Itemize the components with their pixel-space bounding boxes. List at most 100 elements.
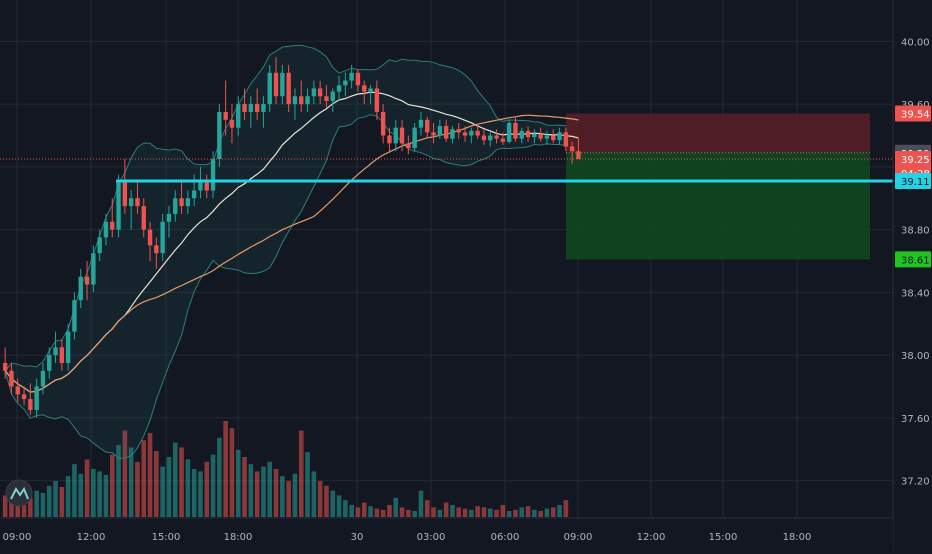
candle-body bbox=[431, 132, 436, 136]
candle-body bbox=[185, 198, 191, 207]
volume-bar bbox=[311, 471, 317, 517]
bollinger-band-fill bbox=[5, 45, 579, 459]
candle-body bbox=[538, 133, 543, 139]
volume-bar bbox=[519, 507, 525, 517]
time-axis-background bbox=[0, 518, 893, 550]
tradingview-logo[interactable] bbox=[5, 479, 33, 507]
volume-bar bbox=[424, 500, 430, 517]
price-tag-target[interactable] bbox=[895, 251, 931, 268]
volume-bar bbox=[324, 485, 329, 517]
volume-bar bbox=[53, 481, 58, 517]
candle-body bbox=[122, 182, 128, 207]
volume-bar bbox=[399, 507, 405, 517]
volume-bar bbox=[103, 475, 109, 517]
volume-bar bbox=[229, 428, 235, 517]
volume-bar bbox=[185, 459, 191, 517]
price-tag-stop[interactable] bbox=[895, 105, 931, 122]
volume-bar bbox=[191, 469, 197, 517]
volume-bar bbox=[494, 509, 499, 517]
time-axis[interactable]: 09:00 12:00 15:00 18:00 30 03:00 06:00 09:00 12:… bbox=[0, 517, 893, 550]
candle-body bbox=[569, 146, 575, 152]
volume-bar bbox=[15, 502, 21, 517]
price-tag-last[interactable] bbox=[895, 151, 931, 168]
candle-body bbox=[532, 133, 537, 138]
volume-bar bbox=[469, 509, 474, 517]
volume-bar bbox=[235, 449, 241, 517]
candle-body bbox=[551, 135, 556, 141]
candle-body bbox=[84, 276, 90, 285]
volume-bar bbox=[280, 476, 285, 517]
volume-bar bbox=[355, 507, 361, 517]
candle-body bbox=[116, 182, 121, 230]
price-tag-stop-label: 39.54 bbox=[901, 110, 930, 121]
price-tag-target-label: 38.61 bbox=[901, 255, 930, 266]
volume-bar bbox=[109, 454, 115, 517]
price-axis-tick-label: 37.20 bbox=[901, 477, 930, 488]
volume-bar bbox=[116, 445, 121, 517]
price-axis-tick-label: 37.60 bbox=[901, 414, 930, 425]
volume-bar bbox=[242, 457, 247, 517]
candle-body bbox=[506, 122, 512, 142]
candle-body bbox=[28, 399, 33, 411]
volume-bar bbox=[437, 509, 443, 517]
price-axis-tick-label: 38.00 bbox=[901, 351, 930, 362]
candle-body bbox=[469, 130, 474, 136]
volume-bar bbox=[431, 507, 436, 517]
volume-bar bbox=[40, 493, 46, 517]
volume-bar bbox=[179, 447, 184, 517]
candle-body bbox=[343, 80, 348, 86]
volume-bar bbox=[380, 509, 386, 517]
volume-bar bbox=[387, 505, 392, 517]
volume-bar bbox=[72, 464, 77, 517]
moving-averages bbox=[4, 91, 579, 393]
candle-body bbox=[103, 221, 109, 238]
candle-body bbox=[418, 119, 424, 128]
candle-body bbox=[147, 229, 153, 246]
position-zones[interactable] bbox=[566, 113, 870, 260]
volume-bar bbox=[248, 464, 254, 517]
candle-body bbox=[380, 111, 386, 136]
candle-body bbox=[78, 276, 83, 301]
price-tag-line-label: 39.11 bbox=[901, 177, 930, 188]
volume-bar bbox=[393, 497, 399, 517]
candle-body bbox=[399, 127, 405, 144]
volume-bar bbox=[500, 505, 506, 517]
stop-loss-zone[interactable] bbox=[566, 113, 870, 153]
candle-body bbox=[229, 119, 235, 128]
price-axis-tick-label: 38.40 bbox=[901, 288, 930, 299]
candle-body bbox=[254, 104, 260, 112]
candle-body bbox=[47, 355, 52, 371]
candle-body bbox=[248, 104, 254, 112]
volume-bars bbox=[2, 421, 569, 517]
volume-bar bbox=[513, 509, 518, 517]
candle-body bbox=[91, 253, 96, 285]
volume-bar bbox=[172, 442, 178, 517]
volume-bar bbox=[65, 476, 71, 517]
horizontal-lines[interactable] bbox=[0, 158, 893, 183]
candle-body bbox=[450, 129, 455, 139]
candle-body bbox=[406, 143, 411, 149]
candle-body bbox=[557, 132, 562, 141]
volume-bar bbox=[532, 509, 537, 517]
volume-bar bbox=[343, 500, 348, 517]
candle-body bbox=[462, 132, 468, 136]
candle-body bbox=[15, 386, 20, 395]
take-profit-zone[interactable] bbox=[566, 152, 870, 260]
time-axis-tick-label: 03:00 bbox=[417, 532, 446, 543]
candles bbox=[2, 57, 581, 418]
candle-body bbox=[481, 135, 487, 141]
candle-body bbox=[286, 72, 291, 105]
volume-bar bbox=[210, 454, 216, 517]
candle-body bbox=[311, 88, 317, 97]
volume-bar bbox=[538, 511, 543, 517]
candle-body bbox=[299, 96, 304, 105]
time-axis-tick-label: 12:00 bbox=[637, 532, 666, 543]
price-axis[interactable]: 40.0039.6039.2038.8038.4038.0037.6037.20… bbox=[892, 0, 932, 550]
candle-body bbox=[292, 96, 298, 105]
volume-bar bbox=[487, 508, 493, 517]
price-tag-line[interactable] bbox=[895, 172, 931, 189]
time-axis-tick-label: 18:00 bbox=[224, 532, 253, 543]
candle-body bbox=[317, 88, 323, 97]
